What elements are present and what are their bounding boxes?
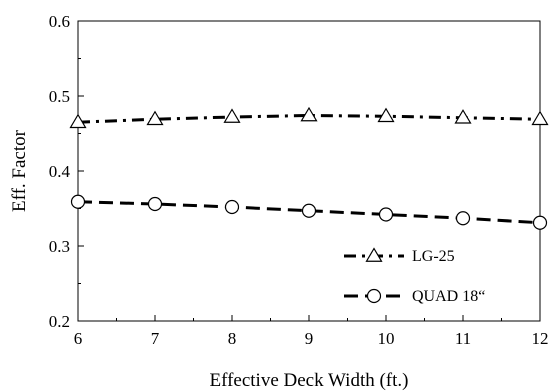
data-point-1-6 [532,215,548,230]
x-tick-label-8: 8 [228,329,237,348]
data-point-0-0 [69,113,87,129]
x-tick-label-10: 10 [378,329,395,348]
legend-entry-lg25 [344,247,404,262]
x-tick-label-7: 7 [151,329,160,348]
legend: LG-25 QUAD 18“ [344,247,485,305]
x-tick-label-6: 6 [74,329,83,348]
series-0 [69,106,549,129]
y-tick-label-0.3: 0.3 [49,237,70,256]
x-tick-label-11: 11 [455,329,471,348]
plot-frame [77,20,541,322]
x-tick-label-9: 9 [305,329,314,348]
data-point-1-1 [147,196,163,212]
y-tick-label-0.5: 0.5 [49,87,70,106]
legend-label-quad18: QUAD 18“ [412,288,485,305]
series-layer [69,106,549,230]
data-point-1-3 [301,203,317,218]
data-point-1-5 [455,211,471,226]
data-point-0-4 [377,107,395,123]
data-point-0-6 [531,110,549,126]
data-point-0-3 [300,106,318,122]
legend-entry-quad18 [344,288,404,304]
data-point-0-2 [223,108,241,123]
x-axis-label: Effective Deck Width (ft.) [209,370,408,391]
y-axis-label: Eff. Factor [9,129,30,212]
y-tick-label-0.6: 0.6 [49,12,70,31]
data-point-1-0 [70,194,86,209]
y-tick-label-0.2: 0.2 [49,312,70,331]
tick-labels: 6 7 8 9 10 11 12 0.2 0.3 0.4 0.5 0.6 [49,12,549,348]
legend-marker-0 [365,247,383,262]
data-point-0-1 [146,110,164,126]
axis-ticks [77,20,541,322]
data-point-1-4 [378,207,394,222]
y-tick-label-0.4: 0.4 [49,162,71,181]
legend-marker-1 [366,288,382,304]
data-point-0-5 [454,109,472,124]
x-tick-label-12: 12 [532,329,549,348]
legend-label-lg25: LG-25 [412,248,455,265]
data-point-1-2 [224,199,240,215]
series-1 [70,194,548,230]
